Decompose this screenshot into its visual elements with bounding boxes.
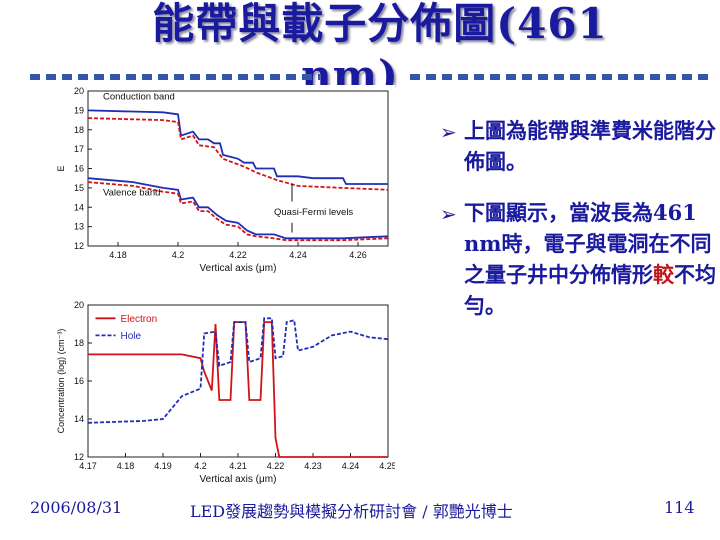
- arrow-bullet-icon: ➢: [440, 120, 457, 144]
- carrier-concentration-chart: 4.17 4.18 4.19 4.2 4.21 4.22 4.23 4.24 4.25 12 14 1…: [30, 297, 395, 497]
- x-tick-label: 4.23: [304, 461, 322, 471]
- x-tick-label: 4.17: [79, 461, 97, 471]
- x-tick-label: 4.24: [342, 461, 360, 471]
- x-tick-label: 4.18: [109, 250, 127, 260]
- series-line-0: [87, 109, 388, 185]
- y-tick-label: 14: [74, 202, 84, 212]
- bullet-text-2-accent: 較: [653, 262, 674, 287]
- y-tick-label: 18: [74, 125, 84, 135]
- footer-page-number: 114: [664, 498, 695, 517]
- y-tick-label: 20: [74, 300, 84, 310]
- bullet-list: ➢ 上圖為能帶與準費米能階分佈圖。 ➢ 下圖顯示，當波長為461 nm時，電子與…: [440, 115, 720, 341]
- y-axis-label: Concentration (log) (cm⁻³): [56, 329, 66, 434]
- series-line-3: [87, 181, 389, 242]
- chart-annotation: Conduction band: [103, 92, 175, 103]
- y-axis-label: E: [56, 165, 66, 171]
- x-tick-label: 4.22: [267, 461, 285, 471]
- bullet-band-diagram: ➢ 上圖為能帶與準費米能階分佈圖。: [440, 115, 720, 177]
- series-line-1: [87, 317, 389, 424]
- y-tick-label: 14: [74, 414, 84, 424]
- bullet-text-2: 下圖顯示，當波長為461 nm時，電子與電洞在不同之量子井中分佈情形: [464, 200, 712, 287]
- x-tick-label: 4.21: [229, 461, 247, 471]
- y-tick-label: 12: [74, 452, 84, 462]
- y-tick-label: 15: [74, 183, 84, 193]
- y-tick-label: 16: [74, 376, 84, 386]
- y-tick-label: 12: [74, 241, 84, 251]
- series-line-0: [88, 321, 388, 458]
- title-divider-right: [410, 74, 710, 80]
- chart-annotation: Quasi-Fermi levels: [274, 207, 353, 218]
- y-tick-label: 13: [74, 222, 84, 232]
- series-line-1: [87, 117, 389, 191]
- footer-date: 2006/08/31: [30, 498, 123, 517]
- arrow-bullet-icon: ➢: [440, 202, 457, 226]
- x-tick-label: 4.19: [154, 461, 172, 471]
- energy-band-chart: 4.18 4.2 4.22 4.24 4.26 12 13 14 15 16 17 18 19 20 Ver…: [30, 85, 395, 290]
- y-tick-label: 20: [74, 86, 84, 96]
- y-tick-label: 17: [74, 144, 84, 154]
- x-tick-label: 4.22: [229, 250, 247, 260]
- y-tick-label: 16: [74, 164, 84, 174]
- y-tick-label: 18: [74, 338, 84, 348]
- bullet-text-1: 上圖為能帶與準費米能階分佈圖。: [464, 118, 716, 174]
- x-axis-label: Vertical axis (μm): [200, 474, 277, 485]
- x-tick-label: 4.24: [289, 250, 307, 260]
- x-tick-label: 4.26: [349, 250, 367, 260]
- legend-label: Hole: [121, 331, 142, 342]
- x-tick-label: 4.25: [379, 461, 395, 471]
- legend-label: Electron: [121, 314, 158, 325]
- slide-title-line1: 能帶與載子分佈圖(461: [152, 0, 608, 48]
- title-divider-left: [30, 74, 320, 80]
- bullet-text-2-tail: 不均勻。: [464, 262, 716, 318]
- series-line-2: [87, 177, 389, 240]
- plot-frame: [87, 304, 389, 458]
- x-tick-label: 4.2: [194, 461, 207, 471]
- bullet-carrier-distribution: ➢ 下圖顯示，當波長為461 nm時，電子與電洞在不同之量子井中分佈情形較不均勻…: [440, 197, 720, 321]
- x-tick-label: 4.18: [117, 461, 135, 471]
- x-tick-label: 4.2: [172, 250, 185, 260]
- footer-seminar: LED發展趨勢與模擬分析研討會 / 郭艷光博士: [190, 502, 513, 521]
- chart-annotation: Valence band: [103, 188, 160, 199]
- x-axis-label: Vertical axis (μm): [200, 263, 277, 274]
- y-tick-label: 19: [74, 105, 84, 115]
